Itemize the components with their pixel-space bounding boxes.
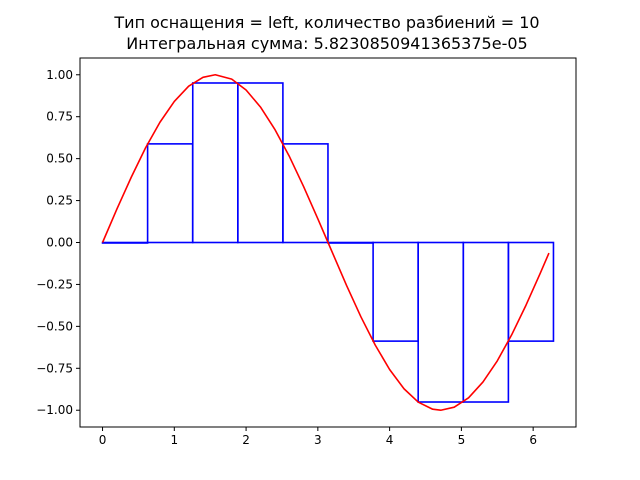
y-tick-label-3: 0.25 [46, 194, 73, 208]
y-tick-label-8: −1.00 [36, 403, 73, 417]
chart-title: Тип оснащения = left, количество разбиен… [113, 13, 539, 32]
riemann-rect-0 [101, 241, 149, 244]
y-tick-label-2: 0.50 [46, 152, 73, 166]
x-tick-label-4: 4 [386, 433, 394, 447]
y-tick-label-5: −0.25 [36, 277, 73, 291]
chart-subtitle: Интегральная сумма: 5.8230850941365375e-… [126, 34, 527, 53]
x-tick-label-5: 5 [458, 433, 466, 447]
y-tick-label-0: 1.00 [46, 68, 73, 82]
x-tick-label-3: 3 [314, 433, 322, 447]
function-curve [101, 73, 550, 412]
x-tick-label-0: 0 [99, 433, 107, 447]
riemann-rect-5 [327, 241, 374, 244]
y-tick-label-1: 0.75 [46, 110, 73, 124]
riemann-rect-9 [507, 241, 555, 342]
x-tick-label-6: 6 [529, 433, 537, 447]
plot-area [101, 73, 555, 412]
y-tick-label-6: −0.50 [36, 319, 73, 333]
x-tick-label-1: 1 [170, 433, 178, 447]
riemann-rect-4 [282, 143, 329, 244]
x-tick-label-2: 2 [242, 433, 250, 447]
x-axis: 0 1 2 3 4 5 6 [99, 427, 537, 447]
y-tick-label-4: 0.00 [46, 236, 73, 250]
axes-frame [79, 57, 577, 428]
y-tick-label-7: −0.75 [36, 361, 73, 375]
y-axis: 1.00 0.75 0.50 0.25 0.00 −0.25 −0.50 −0.75 −1.00 [36, 68, 80, 417]
